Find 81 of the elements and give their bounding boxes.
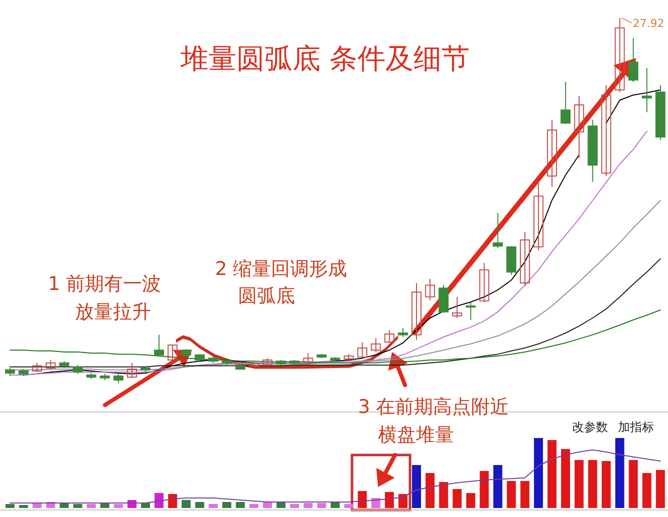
bar xyxy=(588,460,598,508)
annotation: 圆弧底 xyxy=(238,285,295,307)
bar xyxy=(154,493,164,508)
candlestick xyxy=(398,327,408,338)
bar xyxy=(466,493,476,508)
candlestick xyxy=(642,68,652,113)
bar xyxy=(86,504,96,508)
bar xyxy=(398,494,408,508)
annotation: 改参数 xyxy=(572,420,608,434)
bar xyxy=(642,473,652,508)
bar xyxy=(439,482,448,508)
bar xyxy=(548,440,556,508)
bar xyxy=(426,473,435,508)
bar xyxy=(304,503,313,508)
candlestick xyxy=(370,338,381,352)
bar xyxy=(574,460,584,508)
annotation: 加指标 xyxy=(618,420,654,434)
bar xyxy=(317,503,326,508)
bar xyxy=(602,461,611,508)
candlestick xyxy=(628,38,638,82)
bar xyxy=(330,502,340,508)
bar xyxy=(114,504,123,508)
bar xyxy=(141,503,150,508)
candlestick xyxy=(574,96,584,159)
bar xyxy=(290,504,300,508)
bar xyxy=(506,480,516,508)
bar xyxy=(262,502,272,508)
bar xyxy=(222,502,232,508)
bar xyxy=(73,504,82,508)
bar xyxy=(208,504,218,508)
bar xyxy=(182,500,191,508)
bar xyxy=(534,438,543,508)
candlestick xyxy=(614,18,625,93)
bar xyxy=(19,504,28,508)
candlestick xyxy=(46,360,56,370)
candlestick xyxy=(560,81,571,124)
candlestick xyxy=(113,373,124,384)
candlestick xyxy=(126,362,137,378)
bar xyxy=(628,460,638,508)
bar xyxy=(168,494,178,508)
candlestick xyxy=(601,84,612,177)
bar xyxy=(384,492,394,508)
annotation: 27.92 xyxy=(632,17,664,30)
bar xyxy=(276,502,286,508)
candlestick xyxy=(384,330,394,344)
annotation: 横盘堆量 xyxy=(378,424,454,446)
candlestick xyxy=(303,352,314,365)
annotation: 3 在前期高点附近 xyxy=(358,396,510,418)
bar xyxy=(358,490,367,508)
bar xyxy=(561,448,570,508)
candlestick xyxy=(547,119,557,188)
bar xyxy=(6,504,14,508)
bar xyxy=(656,470,665,508)
candlestick xyxy=(533,182,544,251)
title: 堆量圆弧底 条件及细节 xyxy=(180,42,470,75)
candlestick xyxy=(32,362,42,373)
bar xyxy=(371,498,380,508)
bar xyxy=(615,438,624,508)
bar xyxy=(480,470,489,508)
bar xyxy=(412,465,421,508)
candlestick xyxy=(466,301,476,320)
candlestick xyxy=(520,231,530,286)
candlestick xyxy=(452,296,462,319)
annotation: 放量拉升 xyxy=(75,301,151,323)
candlestick xyxy=(438,284,449,314)
candlestick xyxy=(425,278,436,301)
annotation: 2 缩量回调形成 xyxy=(215,258,348,280)
candlestick xyxy=(168,344,178,362)
bar xyxy=(195,502,204,508)
bar xyxy=(249,504,258,508)
candlestick xyxy=(412,282,422,340)
candlestick xyxy=(479,262,490,302)
bar xyxy=(493,465,502,508)
annotation: 1 前期有一波 xyxy=(48,273,162,295)
bar xyxy=(344,504,354,508)
bar xyxy=(452,489,462,508)
bar xyxy=(236,502,245,508)
candlestick xyxy=(357,342,368,359)
candlestick xyxy=(492,212,503,248)
bar xyxy=(520,480,530,508)
candlestick xyxy=(154,334,164,356)
